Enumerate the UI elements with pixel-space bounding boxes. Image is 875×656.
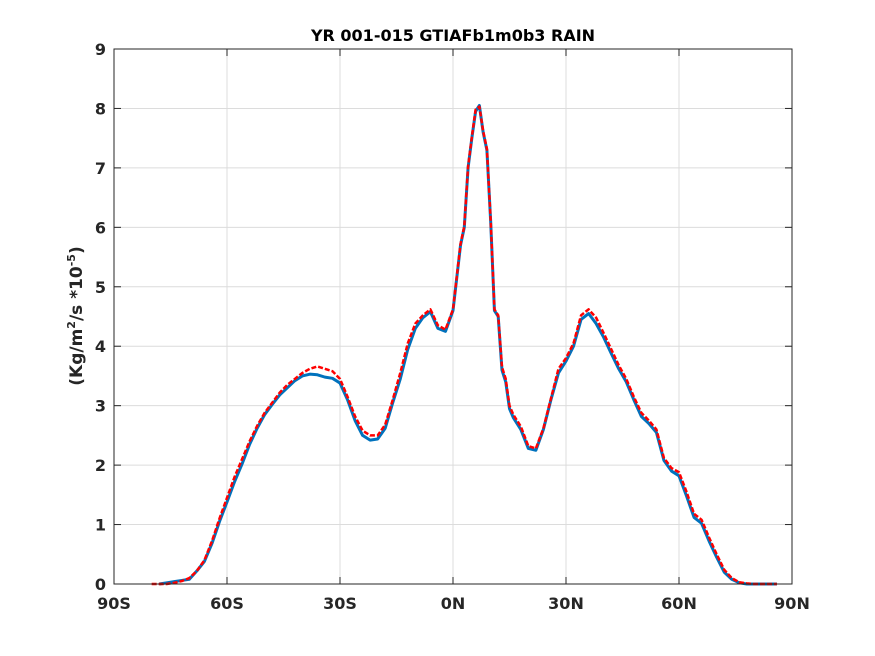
x-tick-label: 60S	[210, 594, 244, 613]
series-line-1	[158, 103, 777, 586]
y-tick-label: 6	[95, 218, 106, 237]
y-tick-label: 0	[95, 575, 106, 594]
y-tick-label: 2	[95, 456, 106, 475]
x-tick-labels: 90S 60S 30S 0N 30N 60N 90N	[97, 594, 810, 613]
y-axis-label-part-a: (Kg/m	[67, 329, 87, 386]
x-tick-label: 0N	[441, 594, 466, 613]
x-tick-label: 30N	[548, 594, 584, 613]
y-tick-label: 7	[95, 159, 106, 178]
chart-title: YR 001-015 GTIAFb1m0b3 RAIN	[310, 26, 595, 45]
y-tick-label: 9	[95, 40, 106, 59]
y-tick-label: 4	[95, 337, 106, 356]
y-axis-label-part-c: )	[67, 246, 87, 254]
series-line-2	[151, 105, 777, 586]
tick-marks	[113, 48, 793, 585]
y-tick-label: 3	[95, 397, 106, 416]
y-axis-label-sup-2: -5	[65, 254, 78, 266]
series-layer	[151, 103, 777, 586]
x-tick-label: 90N	[774, 594, 810, 613]
y-tick-label: 1	[95, 516, 106, 535]
y-tick-label: 8	[95, 99, 106, 118]
y-axis-label-sup-1: 2	[65, 321, 78, 329]
x-tick-label: 60N	[661, 594, 697, 613]
y-tick-label: 5	[95, 278, 106, 297]
y-tick-labels: 0 1 2 3 4 5 6 7 8 9	[95, 40, 106, 594]
x-tick-label: 30S	[323, 594, 357, 613]
y-axis-label: (Kg/m2/s *10-5)	[65, 246, 87, 386]
x-tick-label: 90S	[97, 594, 131, 613]
y-axis-label-part-b: /s *10	[67, 266, 87, 321]
